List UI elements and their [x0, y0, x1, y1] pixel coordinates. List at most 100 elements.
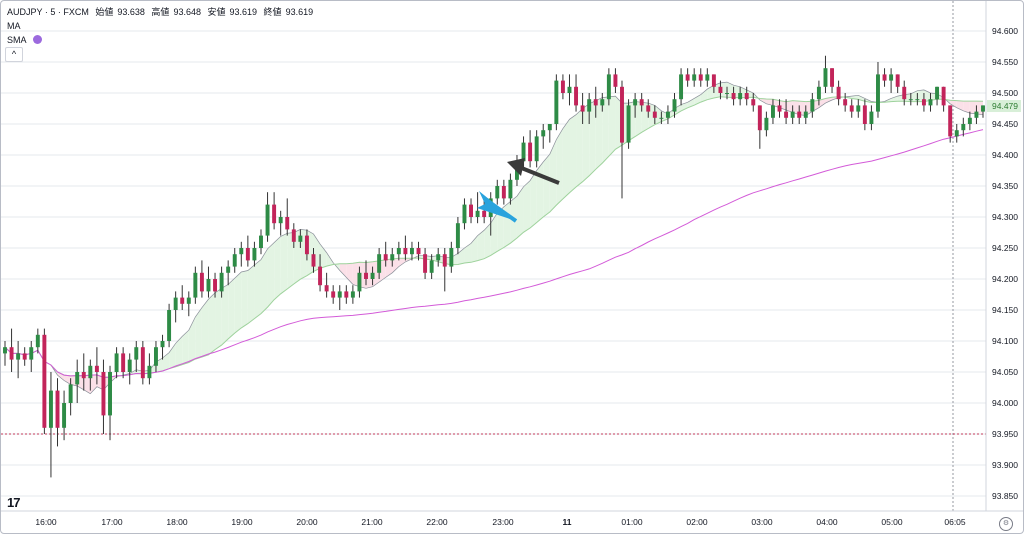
- candle: [127, 353, 132, 385]
- candle-body: [547, 124, 552, 131]
- candle: [186, 291, 191, 317]
- candle: [915, 93, 920, 106]
- x-tick-label: 11: [563, 517, 572, 527]
- band-fill: [582, 103, 590, 182]
- x-tick-label: 20:00: [296, 517, 318, 527]
- band-fill: [969, 101, 977, 114]
- band-fill: [543, 154, 550, 217]
- band-fill: [215, 288, 222, 350]
- candle-body: [895, 74, 900, 87]
- low-label: 安値: [207, 7, 226, 17]
- gear-icon[interactable]: ⚙: [999, 517, 1013, 531]
- candle: [206, 266, 211, 298]
- candle: [409, 241, 414, 261]
- candle-body: [672, 99, 677, 112]
- candle: [711, 74, 716, 93]
- candle: [803, 105, 808, 124]
- band-fill: [707, 85, 714, 100]
- low-value: 93.619: [229, 7, 258, 17]
- candle-body: [856, 105, 861, 112]
- candle-body: [180, 297, 185, 304]
- candle-body: [593, 99, 598, 106]
- y-tick-label: 94.350: [992, 181, 1018, 191]
- candle: [48, 372, 53, 478]
- band-fill: [792, 100, 800, 115]
- candle-body: [921, 99, 926, 106]
- candle-body: [16, 353, 21, 360]
- candle: [954, 124, 959, 143]
- y-tick-label: 94.400: [992, 150, 1018, 160]
- candle-body: [784, 111, 789, 118]
- candle: [318, 254, 323, 292]
- candle: [62, 390, 67, 441]
- candle: [948, 105, 953, 143]
- candle: [311, 248, 316, 273]
- band-fill: [234, 272, 242, 334]
- candle: [469, 198, 473, 224]
- band-fill: [287, 232, 294, 290]
- x-tick-label: 17:00: [101, 517, 123, 527]
- band-fill: [825, 97, 833, 104]
- candle: [442, 248, 447, 292]
- candle-body: [889, 74, 894, 81]
- candle: [455, 217, 460, 255]
- candle-body: [442, 254, 447, 267]
- indicator-ma[interactable]: MA: [7, 21, 25, 31]
- band-fill: [182, 330, 189, 365]
- candle: [659, 111, 664, 124]
- x-tick-label: 03:00: [751, 517, 773, 527]
- band-fill: [562, 119, 570, 199]
- tradingview-logo[interactable]: 17: [7, 495, 21, 510]
- candle: [508, 173, 513, 205]
- x-tick-label: 22:00: [426, 517, 448, 527]
- candle: [94, 347, 99, 385]
- candle-body: [298, 235, 303, 242]
- band-fill: [293, 229, 301, 285]
- indicator-sma[interactable]: SMA: [7, 35, 46, 45]
- band-fill: [950, 100, 957, 108]
- candle: [784, 99, 789, 124]
- candle-body: [134, 347, 139, 360]
- candle-body: [344, 291, 349, 298]
- candle-body: [265, 204, 270, 236]
- candle-body: [843, 99, 848, 106]
- band-fill: [923, 89, 931, 102]
- band-fill: [208, 292, 216, 355]
- candle-body: [620, 86, 624, 143]
- collapse-legend-button[interactable]: ^: [5, 47, 23, 62]
- band-fill: [471, 235, 478, 263]
- candle: [528, 130, 533, 168]
- candle: [193, 266, 198, 304]
- candle: [167, 303, 172, 348]
- candle: [121, 347, 126, 379]
- candle: [574, 74, 579, 112]
- sma-settings-icon[interactable]: [32, 35, 42, 44]
- candle: [35, 328, 40, 354]
- band-fill: [326, 252, 334, 267]
- candle-body: [876, 74, 880, 112]
- candle: [744, 86, 749, 106]
- band-fill: [57, 372, 65, 381]
- sma-long-line: [4, 129, 984, 378]
- candle-body: [541, 130, 546, 137]
- candle-body: [974, 111, 979, 118]
- candle-body: [318, 266, 323, 286]
- candle-body: [836, 86, 841, 100]
- candle: [298, 229, 303, 248]
- y-tick-label: 94.500: [992, 88, 1018, 98]
- candle: [357, 266, 362, 298]
- high-value: 93.648: [173, 7, 201, 17]
- candle-body: [652, 111, 657, 118]
- candle: [147, 353, 152, 385]
- candle-body: [725, 93, 729, 94]
- band-fill: [654, 105, 662, 125]
- symbol-label[interactable]: AUDJPY · 5 · FXCM: [7, 7, 89, 17]
- candle-body: [396, 248, 401, 255]
- candle: [836, 80, 841, 106]
- candle-body: [560, 80, 565, 93]
- candle-body: [757, 105, 762, 131]
- candle: [639, 93, 644, 112]
- candle: [199, 260, 204, 298]
